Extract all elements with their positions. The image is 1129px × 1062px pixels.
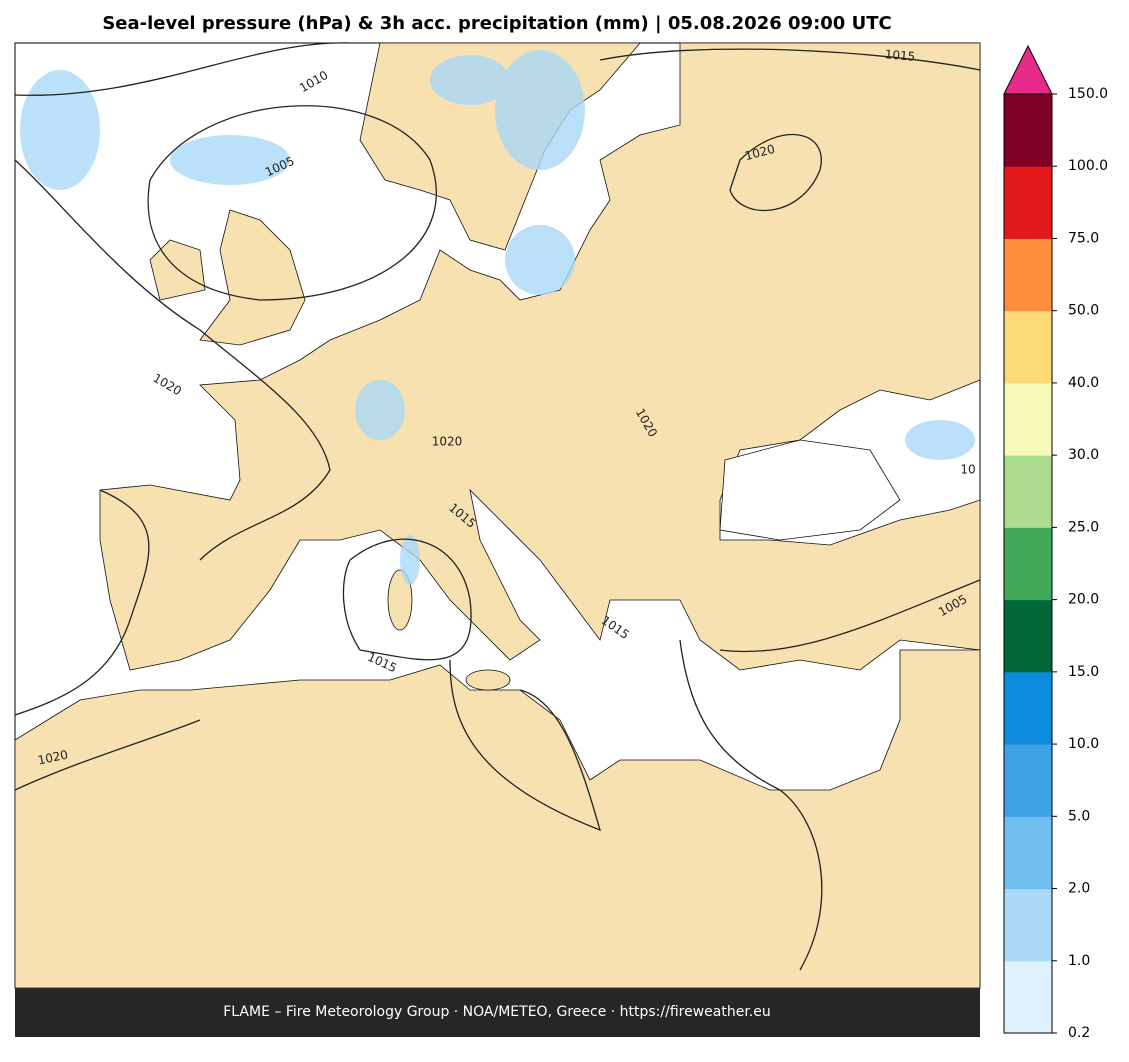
colorbar-tick-label: 30.0 <box>1068 447 1099 463</box>
colorbar-tick-label: 100.0 <box>1068 158 1108 174</box>
colorbar-band <box>1004 599 1052 673</box>
contour-label: 10 <box>960 463 975 477</box>
colorbar-tick-label: 50.0 <box>1068 303 1099 319</box>
title: Sea-level pressure (hPa) & 3h acc. preci… <box>102 13 891 34</box>
isobars <box>14 42 981 971</box>
colorbar-tick-label: 20.0 <box>1068 592 1099 608</box>
colorbar-band <box>1004 166 1052 239</box>
colorbar-tick-label: 75.0 <box>1068 230 1099 246</box>
colorbar-band <box>1004 527 1052 601</box>
contour-label: 1015 <box>884 47 916 64</box>
land <box>14 42 981 989</box>
precipitation <box>20 50 975 585</box>
contour-label: 1020 <box>432 435 463 449</box>
colorbar-band <box>1004 455 1052 528</box>
colorbar-tick-label: 2.0 <box>1068 881 1090 897</box>
footer: FLAME – Fire Meteorology Group · NOA/MET… <box>223 1004 771 1020</box>
colorbar-band <box>1004 888 1052 962</box>
colorbar-band <box>1004 238 1052 312</box>
colorbar-band <box>1004 744 1052 817</box>
colorbar-band <box>1004 816 1052 890</box>
colorbar-tick-label: 40.0 <box>1068 375 1099 391</box>
colorbar-tick-label: 150.0 <box>1068 86 1108 102</box>
colorbar-tick-label: 10.0 <box>1068 736 1099 752</box>
colorbar-band <box>1004 310 1052 384</box>
colorbar-band <box>1004 382 1052 456</box>
map: 1015 1010 1005 1020 1020 1020 1020 1015 … <box>14 42 981 1037</box>
colorbar-band <box>1004 960 1052 1034</box>
black-sea <box>719 439 901 541</box>
colorbar-frame <box>1003 93 1053 1034</box>
colorbar-tick-label: 5.0 <box>1068 808 1090 824</box>
colorbar-tick-label: 25.0 <box>1068 519 1099 535</box>
colorbar: 0.2 1.0 2.0 5.0 10.0 15.0 20.0 25.0 30.0 40.0 50.0… <box>1003 44 1108 1041</box>
colorbar-tick-label: 1.0 <box>1068 953 1090 969</box>
footer-bar <box>15 988 980 1037</box>
colorbar-extend <box>1003 44 1053 95</box>
colorbar-tick-label: 0.2 <box>1068 1025 1090 1041</box>
colorbar-band <box>1004 94 1052 167</box>
colorbar-tick-label: 15.0 <box>1068 664 1099 680</box>
colorbar-band <box>1004 671 1052 745</box>
contour-label: 1020 <box>37 747 70 767</box>
